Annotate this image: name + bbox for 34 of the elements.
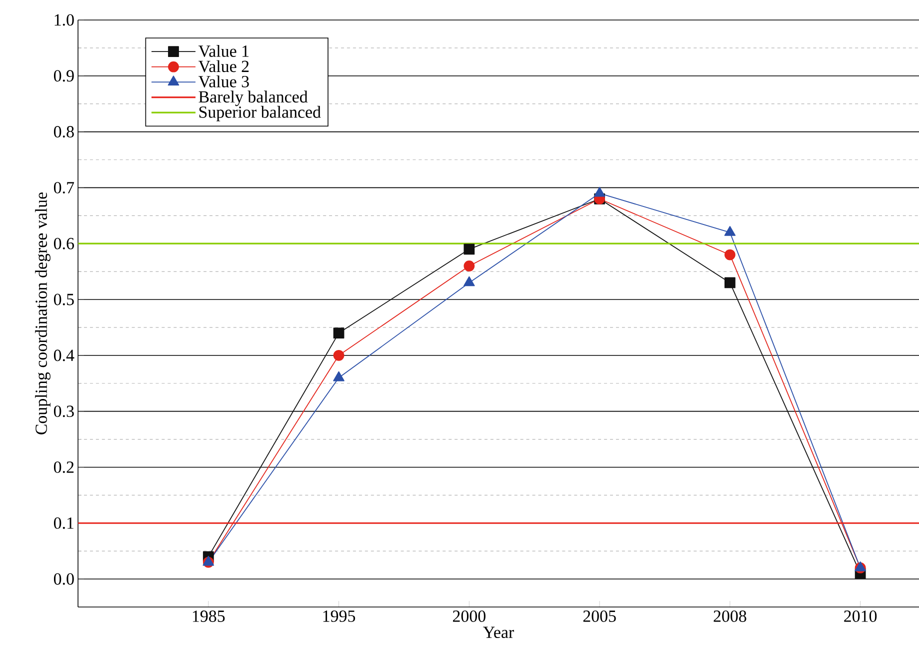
y-tick-label: 0.3 [54,406,74,418]
y-tick-label: 1.0 [54,14,74,26]
legend-label: Value 1 [198,44,249,57]
x-tick-label: 2005 [583,610,616,622]
y-tick-label: 0.0 [54,573,74,585]
y-tick-label: 0.6 [54,238,74,250]
point [594,186,606,197]
point [724,277,736,288]
x-tick-label: 1995 [323,610,356,622]
y-tick-label: 0.1 [54,517,74,529]
point [464,244,475,255]
legend-label: Superior balanced [199,106,321,122]
x-tick-label: 2000 [452,610,486,622]
y-tick-label: 0.7 [54,182,74,194]
point [724,226,736,236]
legend-label: Value 2 [198,60,249,72]
legend-label: Barely balanced [198,90,308,106]
y-tick-label: 0.8 [54,126,74,138]
y-tick-label: 0.2 [54,461,74,473]
x-tick-label: 1985 [192,610,225,622]
y-tick-label: 0.9 [54,70,74,82]
point [724,249,736,260]
point [333,350,344,361]
y-tick-label: 0.5 [54,294,74,306]
point [464,260,475,272]
y-tick-label: 0.4 [54,350,74,362]
x-axis-title: Year [483,626,514,638]
x-tick-label: 2008 [714,610,746,622]
legend-label: Value 3 [198,75,249,88]
point [333,328,344,338]
point [333,371,344,382]
x-tick-label: 2010 [844,610,877,622]
point [464,276,475,286]
y-axis-title: Coupling coordination degree value [35,192,50,434]
